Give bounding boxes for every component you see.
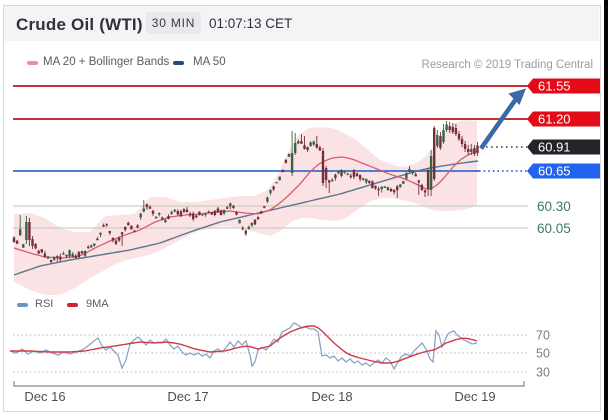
svg-text:Dec 16: Dec 16: [24, 389, 65, 404]
svg-text:30: 30: [536, 366, 550, 380]
svg-text:Dec 19: Dec 19: [454, 389, 495, 404]
svg-text:60.05: 60.05: [537, 221, 571, 236]
svg-text:61.55: 61.55: [538, 78, 571, 93]
svg-text:61.20: 61.20: [538, 111, 571, 126]
svg-text:60.65: 60.65: [538, 163, 571, 178]
svg-text:Dec 18: Dec 18: [311, 389, 352, 404]
svg-text:60.91: 60.91: [538, 139, 571, 154]
svg-text:70: 70: [536, 329, 550, 343]
svg-text:Dec 17: Dec 17: [167, 389, 208, 404]
svg-text:60.30: 60.30: [537, 199, 571, 214]
svg-text:50: 50: [536, 347, 550, 361]
